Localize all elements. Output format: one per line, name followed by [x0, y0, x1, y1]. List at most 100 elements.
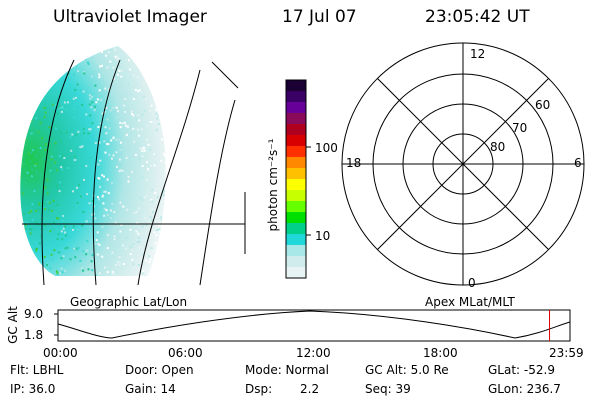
emission-speckle: [98, 52, 101, 55]
emission-speckle: [134, 144, 137, 147]
emission-speckle: [85, 279, 87, 281]
emission-speckle: [123, 91, 126, 94]
emission-speckle: [86, 166, 89, 169]
emission-speckle: [32, 253, 35, 256]
emission-speckle: [136, 241, 139, 244]
emission-speckle: [112, 77, 115, 80]
emission-speckle: [46, 178, 49, 181]
time-label: 23:05:42 UT: [425, 7, 530, 27]
emission-speckle: [156, 229, 159, 231]
emission-speckle: [59, 131, 62, 134]
polar-mlt-12: 12: [470, 47, 486, 61]
emission-speckle: [132, 98, 135, 100]
emission-speckle: [34, 155, 37, 158]
emission-speckle: [23, 258, 26, 261]
emission-speckle: [162, 68, 165, 71]
emission-speckle: [104, 126, 107, 129]
emission-speckle: [141, 225, 144, 228]
emission-speckle: [112, 272, 115, 275]
emission-speckle: [116, 165, 118, 168]
emission-speckle: [24, 223, 27, 226]
emission-speckle: [60, 230, 63, 233]
emission-speckle: [70, 149, 73, 152]
gain-info: Gain: 14: [125, 382, 176, 396]
emission-speckle: [88, 94, 91, 97]
emission-speckle: [155, 112, 158, 115]
emission-speckle: [49, 169, 52, 172]
emission-speckle: [154, 121, 157, 124]
emission-speckle: [64, 269, 67, 272]
emission-speckle: [132, 279, 134, 281]
emission-speckle: [46, 52, 48, 55]
emission-speckle: [144, 72, 146, 74]
emission-speckle: [115, 58, 118, 61]
emission-speckle: [149, 148, 152, 151]
glon-info: GLon: 236.7: [488, 382, 561, 396]
emission-speckle: [82, 269, 85, 272]
emission-speckle: [119, 230, 122, 233]
emission-speckle: [56, 112, 59, 115]
emission-speckle: [137, 128, 140, 131]
emission-speckle: [62, 215, 64, 217]
emission-speckle: [65, 109, 68, 112]
emission-speckle: [63, 101, 66, 104]
emission-speckle: [76, 202, 79, 204]
colorbar-swatch: [286, 124, 306, 136]
emission-speckle: [100, 122, 103, 125]
emission-speckle: [20, 156, 21, 159]
emission-speckle: [32, 75, 35, 78]
emission-speckle: [141, 165, 144, 167]
emission-speckle: [87, 63, 90, 66]
emission-speckle: [104, 87, 107, 90]
emission-speckle: [93, 212, 95, 215]
time-tick-1200: 12:00: [296, 346, 331, 360]
emission-speckle: [137, 207, 140, 210]
polar-mlt-18: 18: [346, 156, 362, 170]
emission-speckle: [59, 155, 61, 157]
emission-speckle: [43, 78, 46, 81]
emission-speckle: [131, 171, 134, 174]
emission-speckle: [57, 138, 60, 141]
emission-speckle: [150, 104, 153, 107]
emission-speckle: [41, 137, 44, 140]
emission-speckle: [60, 267, 63, 270]
emission-speckle: [161, 192, 164, 195]
emission-speckle: [45, 70, 48, 73]
emission-speckle: [109, 60, 112, 63]
emission-speckle: [29, 160, 32, 163]
emission-speckle: [26, 251, 29, 254]
emission-speckle: [51, 51, 54, 54]
emission-speckle: [74, 229, 77, 232]
emission-speckle: [115, 55, 118, 58]
emission-speckle: [80, 266, 83, 269]
emission-speckle: [153, 91, 156, 94]
emission-speckle: [64, 231, 66, 234]
emission-speckle: [156, 63, 159, 66]
emission-speckle: [156, 196, 159, 199]
emission-speckle: [103, 214, 106, 217]
emission-speckle: [119, 126, 122, 129]
emission-speckle: [93, 109, 96, 112]
emission-speckle: [106, 247, 109, 250]
emission-speckle: [127, 59, 130, 62]
emission-speckle: [69, 136, 72, 139]
emission-speckle: [56, 217, 58, 220]
emission-speckle: [146, 161, 148, 164]
emission-speckle: [67, 167, 70, 169]
mode-info: Mode: Normal: [245, 363, 329, 377]
emission-speckle: [79, 259, 82, 262]
emission-speckle: [55, 186, 58, 189]
emission-speckle: [64, 247, 67, 250]
emission-speckle: [78, 184, 81, 186]
emission-speckle: [142, 253, 145, 256]
emission-speckle: [139, 147, 142, 150]
emission-speckle: [31, 102, 34, 105]
emission-speckle: [82, 218, 85, 221]
emission-speckle: [30, 228, 33, 231]
emission-speckle: [37, 131, 40, 134]
emission-speckle: [35, 117, 38, 120]
emission-speckle: [23, 227, 26, 230]
emission-speckle: [62, 227, 65, 230]
emission-speckle: [76, 205, 79, 208]
emission-speckle: [154, 220, 157, 223]
